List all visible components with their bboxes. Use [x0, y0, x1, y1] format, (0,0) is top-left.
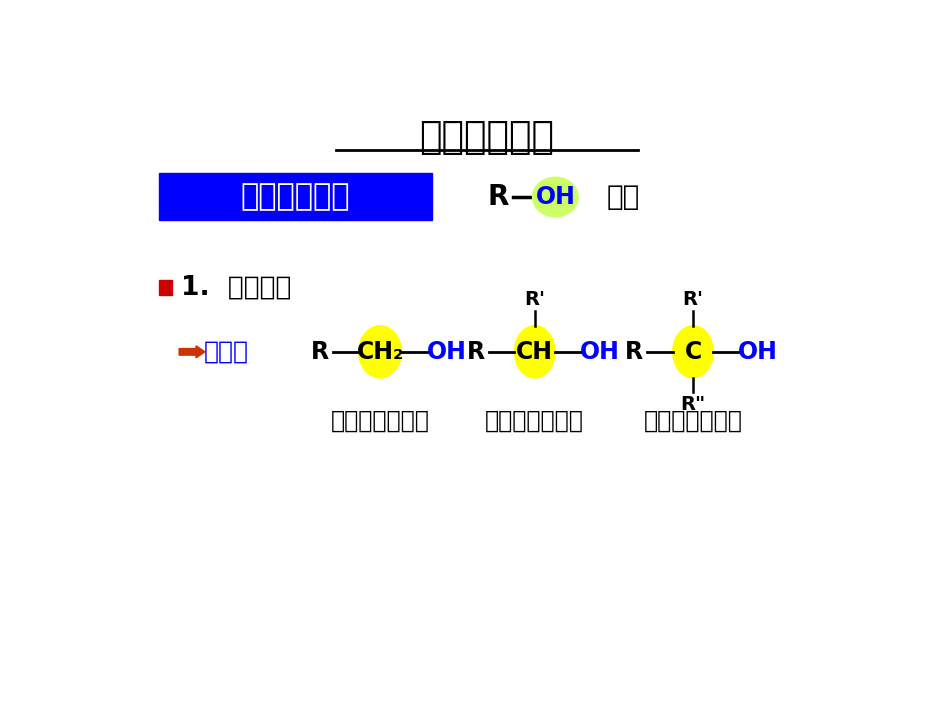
Text: 一元醇: 一元醇 — [204, 340, 249, 364]
Ellipse shape — [533, 178, 579, 217]
Text: CH₂: CH₂ — [356, 340, 404, 364]
Text: 伯醇（一级醇）: 伯醇（一级醇） — [331, 409, 429, 433]
Ellipse shape — [673, 326, 713, 378]
Text: R: R — [487, 183, 508, 211]
FancyBboxPatch shape — [160, 280, 173, 295]
Text: 一．醇的分类: 一．醇的分类 — [240, 183, 351, 211]
Ellipse shape — [359, 326, 402, 378]
Text: 羟基: 羟基 — [606, 183, 639, 211]
Text: R: R — [625, 340, 643, 364]
Text: R": R" — [680, 395, 706, 414]
Text: 三级醇的检验: 三级醇的检验 — [419, 120, 555, 155]
Text: R': R' — [524, 290, 545, 309]
Text: R': R' — [682, 290, 704, 309]
Text: OH: OH — [427, 340, 466, 364]
Text: 1.  醇的分类: 1. 醇的分类 — [181, 275, 292, 301]
Text: C: C — [684, 340, 702, 364]
Ellipse shape — [515, 326, 555, 378]
FancyBboxPatch shape — [160, 173, 431, 220]
Text: OH: OH — [536, 185, 576, 209]
FancyArrow shape — [180, 346, 205, 358]
Text: CH: CH — [516, 340, 553, 364]
Text: OH: OH — [738, 340, 778, 364]
Text: R: R — [311, 340, 329, 364]
Text: OH: OH — [580, 340, 619, 364]
Text: R: R — [466, 340, 484, 364]
Text: 叔醇（三级醇）: 叔醇（三级醇） — [643, 409, 743, 433]
Text: 仲醇（二级醇）: 仲醇（二级醇） — [485, 409, 584, 433]
